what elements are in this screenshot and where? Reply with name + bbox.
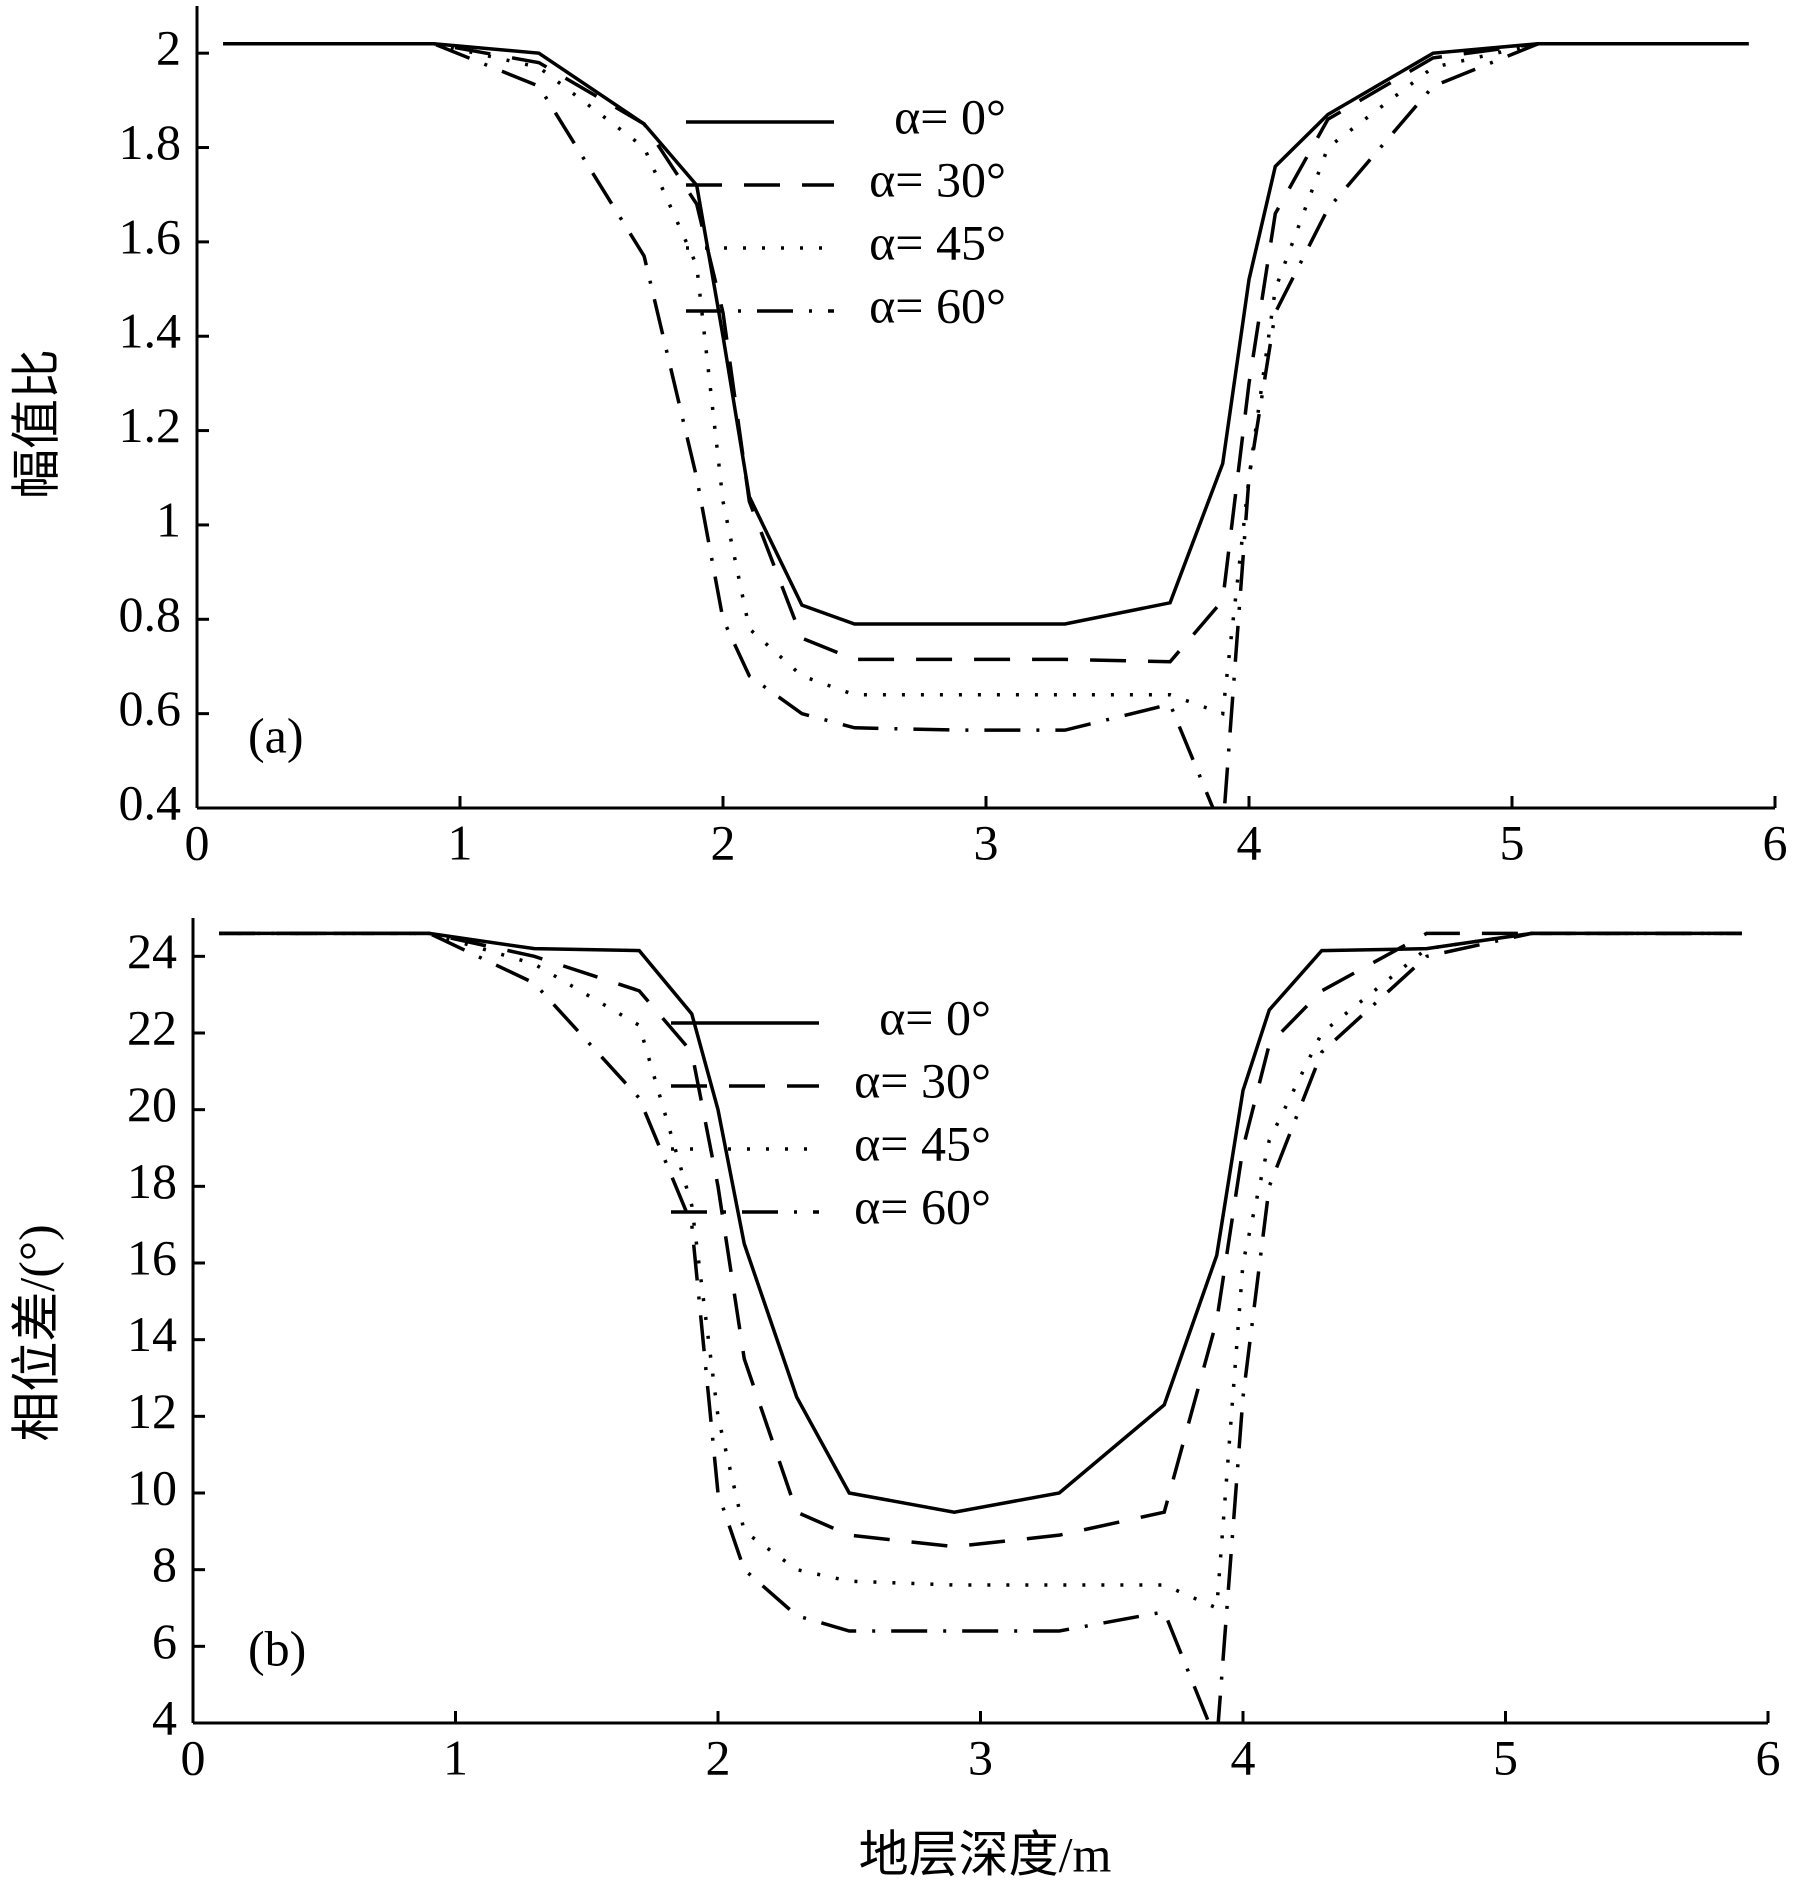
- x-tick-label: 0: [185, 814, 210, 870]
- panel-label: (b): [248, 1620, 306, 1676]
- legend-label: α= 45°: [869, 214, 1006, 270]
- y-tick-label: 0.8: [119, 586, 182, 642]
- y-tick-label: 0.4: [119, 774, 182, 830]
- x-tick-label: 1: [443, 1729, 468, 1785]
- y-tick-label: 2: [156, 20, 181, 76]
- y-tick-label: 1.2: [119, 397, 182, 453]
- x-tick-label: 3: [974, 814, 999, 870]
- legend-label: α= 60°: [854, 1178, 991, 1234]
- y-tick-label: 1.8: [119, 114, 182, 170]
- y-tick-label: 0.6: [119, 680, 182, 736]
- y-tick-label: 14: [127, 1306, 177, 1362]
- y-tick-label: 22: [127, 999, 177, 1055]
- y-tick-label: 1.4: [119, 303, 182, 359]
- y-tick-label: 10: [127, 1459, 177, 1515]
- y-tick-label: 6: [152, 1613, 177, 1669]
- x-tick-label: 6: [1763, 814, 1788, 870]
- series-line: [219, 931, 1742, 1514]
- x-tick-label: 2: [711, 814, 736, 870]
- legend-label: α= 30°: [869, 151, 1006, 207]
- y-tick-label: 12: [127, 1383, 177, 1439]
- y-tick-label: 4: [152, 1689, 177, 1745]
- x-tick-label: 3: [968, 1729, 993, 1785]
- legend-label: α= 60°: [869, 277, 1006, 333]
- y-tick-label: 18: [127, 1153, 177, 1209]
- y-tick-label: 20: [127, 1076, 177, 1132]
- series-line: [223, 41, 1749, 808]
- legend-label: α= 30°: [854, 1052, 991, 1108]
- panel-label: (a): [248, 707, 304, 763]
- y-tick-label: 1.6: [119, 208, 182, 264]
- series-line: [223, 41, 1749, 664]
- x-tick-label: 6: [1756, 1729, 1781, 1785]
- y-tick-label: 1: [156, 491, 181, 547]
- legend-label: α= 45°: [854, 1115, 991, 1171]
- y-axis-title: 相位差/(°): [8, 1224, 64, 1441]
- x-tick-label: 4: [1231, 1729, 1256, 1785]
- legend-label: α= 0°: [879, 989, 991, 1045]
- series-line: [219, 931, 1742, 1549]
- y-tick-label: 16: [127, 1229, 177, 1285]
- y-axis-title: 幅值比: [8, 349, 64, 499]
- x-tick-label: 0: [181, 1729, 206, 1785]
- x-tick-label: 1: [448, 814, 473, 870]
- x-axis-title: 地层深度/m: [859, 1826, 1112, 1882]
- chart-panel: 0 1 2 3 4 5 6 0.4 0.6 0.8 1 1.2 1.4 1.6 1.8 2 (a) 幅值比 α= 0…: [8, 6, 1788, 870]
- x-tick-label: 5: [1500, 814, 1525, 870]
- legend-label: α= 0°: [894, 88, 1006, 144]
- x-tick-label: 2: [706, 1729, 731, 1785]
- series-line: [223, 41, 1749, 717]
- y-tick-label: 24: [127, 923, 177, 979]
- y-tick-label: 8: [152, 1536, 177, 1592]
- x-tick-label: 5: [1493, 1729, 1518, 1785]
- x-tick-label: 4: [1237, 814, 1262, 870]
- series-line: [219, 931, 1742, 1723]
